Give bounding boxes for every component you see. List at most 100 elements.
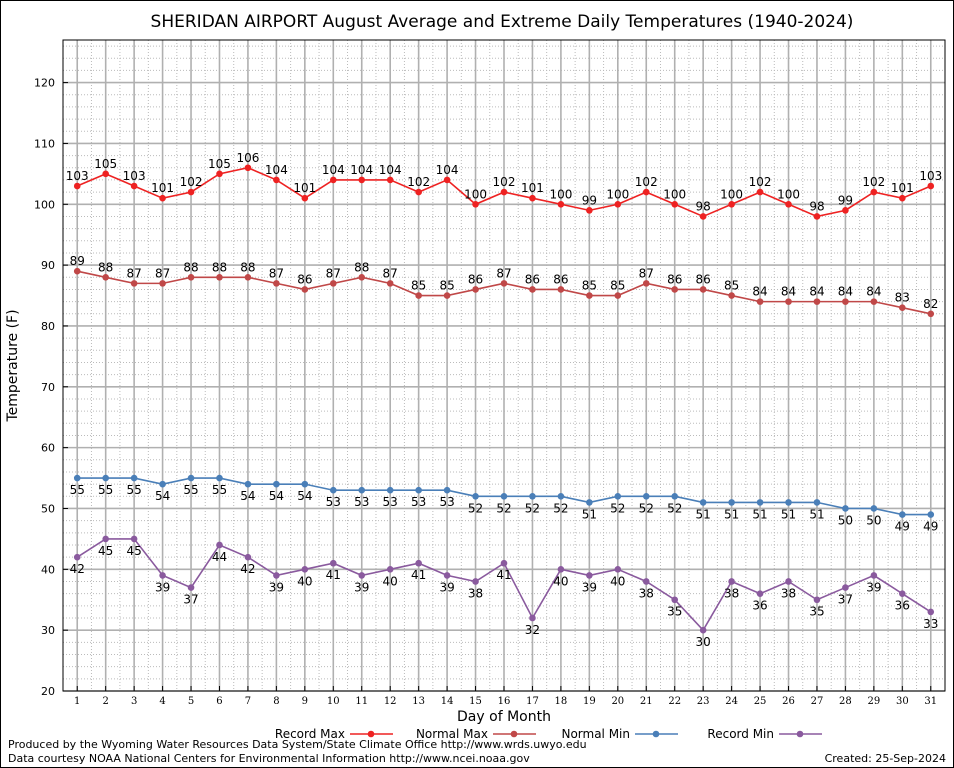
- normal-max-data-label: 88: [240, 260, 255, 274]
- normal-min-data-label: 51: [809, 507, 824, 521]
- normal-max-point: [557, 286, 565, 293]
- x-tick-label: 14: [441, 696, 454, 707]
- x-tick-label: 8: [273, 696, 279, 707]
- x-tick-label: 7: [245, 696, 251, 707]
- normal-min-point: [870, 505, 878, 512]
- normal-max-data-label: 89: [70, 254, 85, 268]
- normal-min-data-label: 52: [496, 501, 511, 515]
- x-tick-label: 21: [640, 696, 653, 707]
- record-max-data-label: 100: [777, 187, 800, 201]
- normal-min-point: [329, 486, 337, 494]
- normal-min-point: [386, 486, 394, 494]
- normal-max-data-label: 84: [752, 285, 767, 299]
- record-min-data-label: 37: [183, 593, 198, 607]
- normal-max-data-label: 85: [724, 279, 739, 293]
- x-tick-label: 30: [896, 696, 909, 707]
- normal-max-data-label: 87: [269, 266, 284, 280]
- y-tick-label: 30: [41, 624, 55, 637]
- normal-min-point: [244, 480, 252, 488]
- record-min-data-label: 40: [610, 574, 625, 588]
- record-max-data-label: 103: [919, 169, 942, 183]
- normal-min-point: [73, 474, 81, 482]
- normal-min-point: [756, 499, 764, 506]
- record-max-point: [472, 200, 479, 208]
- normal-max-data-label: 87: [155, 266, 170, 280]
- record-max-data-label: 98: [696, 199, 711, 213]
- normal-max-point: [671, 286, 679, 293]
- credit-line-2: Data courtesy NOAA National Centers for …: [8, 752, 530, 765]
- normal-max-point: [756, 298, 764, 305]
- normal-max-point: [614, 292, 622, 299]
- record-max-data-label: 103: [123, 169, 146, 183]
- record-max-data-label: 98: [809, 199, 824, 213]
- normal-max-point: [899, 304, 906, 312]
- x-tick-label: 16: [498, 696, 511, 707]
- normal-min-point: [358, 486, 366, 494]
- record-min-data-label: 45: [126, 544, 141, 558]
- x-tick-label: 15: [469, 696, 482, 707]
- legend-label-record-max: Record Max: [275, 727, 345, 741]
- record-min-point: [216, 541, 223, 549]
- normal-min-point: [216, 474, 223, 482]
- record-max-point: [130, 182, 138, 190]
- record-max-data-label: 104: [265, 163, 288, 177]
- record-max-point: [671, 200, 679, 208]
- normal-max-data-label: 85: [582, 279, 597, 293]
- record-max-point: [756, 188, 764, 196]
- normal-min-point: [842, 505, 849, 512]
- record-min-point: [614, 566, 622, 573]
- normal-max-data-label: 84: [781, 285, 796, 299]
- normal-max-point: [102, 273, 109, 281]
- record-max-data-label: 104: [379, 163, 402, 177]
- x-tick-label: 9: [302, 696, 308, 707]
- record-max-point: [870, 188, 878, 196]
- record-min-data-label: 38: [724, 586, 739, 600]
- normal-min-point: [671, 493, 679, 500]
- legend-marker-normal-max: [510, 730, 518, 738]
- legend-label-normal-min: Normal Min: [561, 727, 630, 741]
- normal-min-point: [159, 480, 166, 488]
- normal-min-data-label: 55: [70, 483, 85, 497]
- normal-max-data-label: 85: [610, 279, 625, 293]
- normal-max-data-label: 85: [439, 279, 454, 293]
- normal-min-data-label: 49: [895, 520, 910, 534]
- record-min-data-label: 41: [496, 568, 511, 582]
- legend-label-normal-max: Normal Max: [416, 727, 488, 741]
- record-min-point: [870, 572, 878, 579]
- record-min-point: [187, 584, 195, 591]
- record-min-data-label: 35: [667, 605, 682, 619]
- record-max-data-label: 105: [94, 157, 117, 171]
- record-max-data-label: 101: [293, 181, 316, 195]
- normal-max-point: [785, 298, 792, 305]
- normal-max-point: [699, 286, 707, 293]
- record-max-series: 103 105 103 101 102 105 106 104 101 104 104 104 102 1…: [66, 151, 942, 220]
- legend-marker-normal-min: [652, 730, 660, 738]
- record-max-point: [187, 188, 195, 196]
- y-tick-label: 50: [41, 502, 55, 515]
- record-min-point: [699, 626, 707, 634]
- record-min-data-label: 39: [866, 580, 881, 594]
- record-max-point: [529, 194, 536, 202]
- record-max-point: [927, 182, 935, 190]
- record-min-data-label: 32: [525, 623, 540, 637]
- x-tick-label: 3: [131, 696, 137, 707]
- record-max-data-label: 103: [66, 169, 89, 183]
- record-min-data-label: 33: [923, 617, 938, 631]
- normal-min-point: [557, 493, 565, 500]
- record-max-data-label: 102: [493, 175, 516, 189]
- normal-min-data-label: 52: [553, 501, 568, 515]
- y-axis-label: Temperature (F): [5, 309, 21, 422]
- normal-max-point: [187, 273, 195, 281]
- record-min-data-label: 38: [781, 586, 796, 600]
- normal-min-point: [529, 493, 536, 500]
- record-max-data-label: 100: [606, 187, 629, 201]
- record-min-point: [443, 572, 451, 579]
- record-max-point: [329, 176, 337, 184]
- normal-max-data-label: 88: [183, 260, 198, 274]
- normal-max-data-label: 84: [866, 285, 881, 299]
- record-min-point: [813, 596, 821, 604]
- record-min-data-label: 41: [326, 568, 341, 582]
- normal-max-point: [130, 280, 138, 287]
- normal-max-data-label: 88: [212, 260, 227, 274]
